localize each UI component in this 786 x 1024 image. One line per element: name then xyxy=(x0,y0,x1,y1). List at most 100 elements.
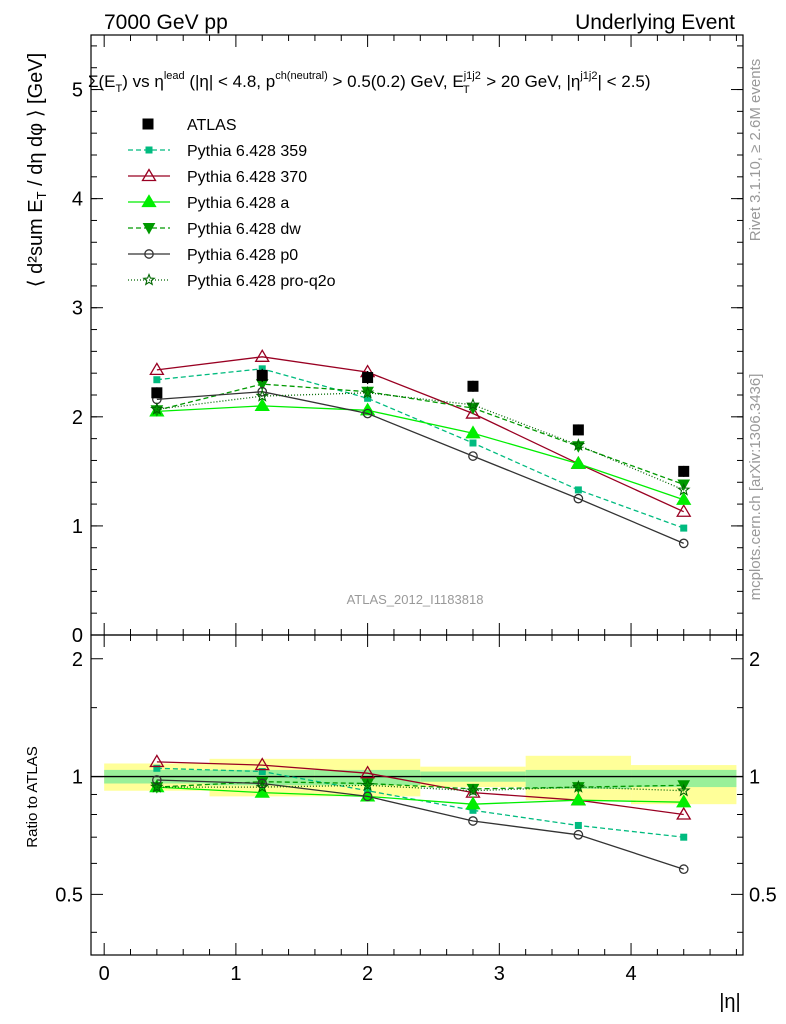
main-y-tick-label: 5 xyxy=(72,80,83,102)
x-tick-label: 1 xyxy=(230,963,241,985)
main-ylabel: ⟨ d²sum ET / dη dφ ⟩ [GeV] xyxy=(25,53,49,287)
main-series-point xyxy=(570,455,586,469)
main-y-tick-label: 2 xyxy=(72,407,83,429)
legend-label: Pythia 6.428 a xyxy=(187,195,289,212)
main-series-point xyxy=(153,376,161,384)
main-series-line xyxy=(156,368,684,529)
ratio-series-point xyxy=(153,764,161,772)
x-tick-label: 2 xyxy=(362,963,373,985)
ratio-series-point xyxy=(255,780,270,793)
legend-marker xyxy=(142,272,156,286)
ratio-series-point xyxy=(676,783,691,797)
atlas-data-point xyxy=(151,387,163,399)
atlas-data-point xyxy=(572,424,584,436)
main-series-line xyxy=(156,392,684,491)
legend-marker xyxy=(144,249,154,259)
ratio-series-point xyxy=(678,864,689,875)
ratio-series-point xyxy=(680,833,688,841)
ratio-y-tick-label: 2 xyxy=(749,649,760,671)
ratio-series-line xyxy=(156,761,684,816)
main-series-line xyxy=(156,405,684,501)
header-left: 7000 GeV pp xyxy=(104,11,228,34)
main-series-point xyxy=(677,482,691,496)
atlas-data-point xyxy=(362,372,374,384)
main-series-point xyxy=(254,349,270,362)
watermark: ATLAS_2012_I1183818 xyxy=(347,592,484,607)
ratio-series-point xyxy=(571,780,586,793)
main-series-point xyxy=(468,451,478,461)
ratio-series-point xyxy=(676,806,692,820)
main-series-point xyxy=(254,398,270,412)
main-y-tick-label: 1 xyxy=(72,516,83,538)
main-series-point xyxy=(574,486,582,494)
main-series-point xyxy=(465,405,481,419)
main-y-tick-label: 3 xyxy=(72,298,83,320)
main-series-point xyxy=(573,493,584,504)
ratio-series-point xyxy=(570,792,586,806)
ratio-series-point xyxy=(468,816,478,826)
legend-label: ATLAS xyxy=(187,117,237,134)
main-series-point xyxy=(469,439,477,447)
legend-label: Pythia 6.428 pro-q2o xyxy=(187,273,336,290)
legend-marker xyxy=(141,194,157,208)
ratio-band-green xyxy=(631,769,737,788)
atlas-data-point xyxy=(678,465,690,477)
main-series-point xyxy=(678,538,689,549)
ratio-series-point xyxy=(359,765,376,779)
main-series-point xyxy=(149,362,165,376)
ratio-y-tick-label: 1 xyxy=(749,767,760,789)
main-y-tick-label: 0 xyxy=(72,625,83,647)
legend-marker xyxy=(142,118,154,130)
main-series-point xyxy=(676,491,692,505)
legend-marker xyxy=(141,168,157,182)
ratio-series-point xyxy=(360,778,375,791)
ratio-band-green xyxy=(525,769,632,789)
main-series-point xyxy=(466,397,480,411)
legend: ATLAS Pythia 6.428 359 Pythia 6.428 370 Pyt… xyxy=(128,117,336,290)
legend-marker xyxy=(142,223,156,235)
ratio-series-point xyxy=(258,768,266,776)
main-series-point xyxy=(676,503,692,517)
ratio-series-line xyxy=(156,786,684,805)
main-series-point xyxy=(364,394,372,402)
ratio-series-point xyxy=(149,754,165,768)
ratio-series-point xyxy=(469,806,477,814)
ratio-ylabel: Ratio to ATLAS xyxy=(24,746,41,847)
main-series-point xyxy=(362,408,373,419)
ratio-series-point xyxy=(150,780,164,793)
legend-label: Pythia 6.428 370 xyxy=(187,169,307,186)
main-title: Σ(ET) vs ηlead (|η| < 4.8, pch(neutral) … xyxy=(88,70,651,96)
ratio-y-tick-label: 0.5 xyxy=(749,884,777,906)
legend-label: Pythia 6.428 dw xyxy=(187,221,301,238)
ratio-y-tick-label: 1 xyxy=(72,767,83,789)
legend-label: Pythia 6.428 359 xyxy=(187,143,307,160)
main-panel: 0 1 2 3 4 5 Σ(ET) vs ηlead (|η| < 4.8, pch(neu… xyxy=(72,34,744,647)
ratio-series-point xyxy=(362,791,373,802)
ratio-series-point xyxy=(466,783,480,797)
main-series-point xyxy=(680,524,688,532)
main-series-line xyxy=(156,391,684,544)
ratio-series-point xyxy=(254,757,270,771)
rivet-label: Rivet 3.1.10, ≥ 2.6M events xyxy=(747,59,764,242)
main-series-point xyxy=(571,438,586,451)
main-series-point xyxy=(465,425,481,439)
ratio-series-point xyxy=(152,775,162,785)
main-y-tick-label: 4 xyxy=(72,189,83,211)
ratio-series-point xyxy=(574,821,582,829)
main-series-line xyxy=(156,383,684,486)
mcplots-label: mcplots.cern.ch [arXiv:1306.3436] xyxy=(747,374,764,601)
x-tick-label: 4 xyxy=(625,963,636,985)
main-series-point xyxy=(257,386,268,397)
atlas-data-point xyxy=(256,369,268,381)
ratio-series-point xyxy=(465,796,481,810)
ratio-y-tick-label: 2 xyxy=(72,649,83,671)
ratio-series-line xyxy=(156,784,684,792)
legend-label: Pythia 6.428 p0 xyxy=(187,247,298,264)
header-right: Underlying Event xyxy=(575,11,735,34)
main-series-point xyxy=(150,402,164,415)
atlas-data-point xyxy=(467,380,479,392)
ratio-y-tick-label: 0.5 xyxy=(55,884,83,906)
svg-text:⟨ d²sum ET / dη dφ ⟩ [GeV]: ⟨ d²sum ET / dη dφ ⟩ [GeV] xyxy=(25,53,49,287)
ratio-frame xyxy=(90,634,744,956)
